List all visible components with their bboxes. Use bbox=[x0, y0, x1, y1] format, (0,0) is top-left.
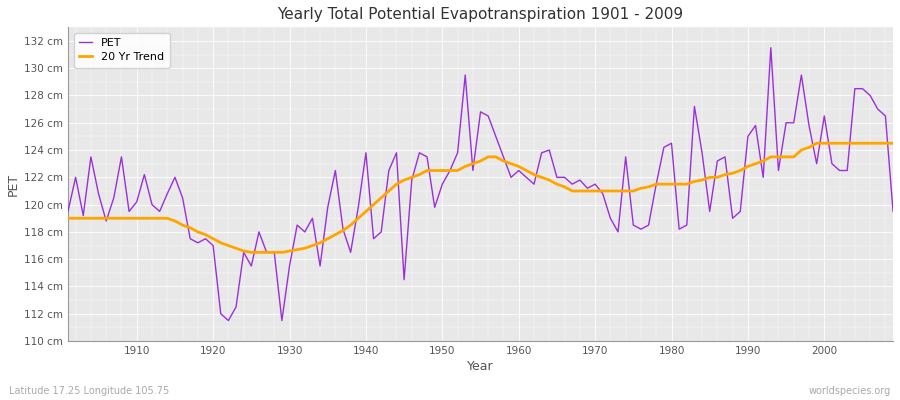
PET bbox=[223, 318, 234, 323]
20 Yr Trend bbox=[513, 164, 524, 169]
20 Yr Trend bbox=[246, 250, 256, 255]
PET bbox=[521, 175, 532, 180]
20 Yr Trend bbox=[300, 246, 310, 251]
PET bbox=[63, 209, 74, 214]
PET bbox=[613, 230, 624, 234]
Line: 20 Yr Trend: 20 Yr Trend bbox=[68, 143, 893, 252]
Line: PET: PET bbox=[68, 48, 893, 320]
Y-axis label: PET: PET bbox=[7, 172, 20, 196]
20 Yr Trend bbox=[63, 216, 74, 221]
Text: worldspecies.org: worldspecies.org bbox=[809, 386, 891, 396]
20 Yr Trend bbox=[887, 141, 898, 146]
PET bbox=[346, 250, 356, 255]
Legend: PET, 20 Yr Trend: PET, 20 Yr Trend bbox=[74, 33, 170, 68]
20 Yr Trend bbox=[346, 223, 356, 228]
PET bbox=[513, 168, 524, 173]
X-axis label: Year: Year bbox=[467, 360, 494, 373]
20 Yr Trend bbox=[521, 168, 532, 173]
PET bbox=[123, 209, 134, 214]
PET bbox=[887, 209, 898, 214]
PET bbox=[300, 230, 310, 234]
Title: Yearly Total Potential Evapotranspiration 1901 - 2009: Yearly Total Potential Evapotranspiratio… bbox=[277, 7, 684, 22]
20 Yr Trend bbox=[123, 216, 134, 221]
Text: Latitude 17.25 Longitude 105.75: Latitude 17.25 Longitude 105.75 bbox=[9, 386, 169, 396]
20 Yr Trend bbox=[811, 141, 822, 146]
PET bbox=[765, 45, 776, 50]
20 Yr Trend bbox=[613, 188, 624, 193]
